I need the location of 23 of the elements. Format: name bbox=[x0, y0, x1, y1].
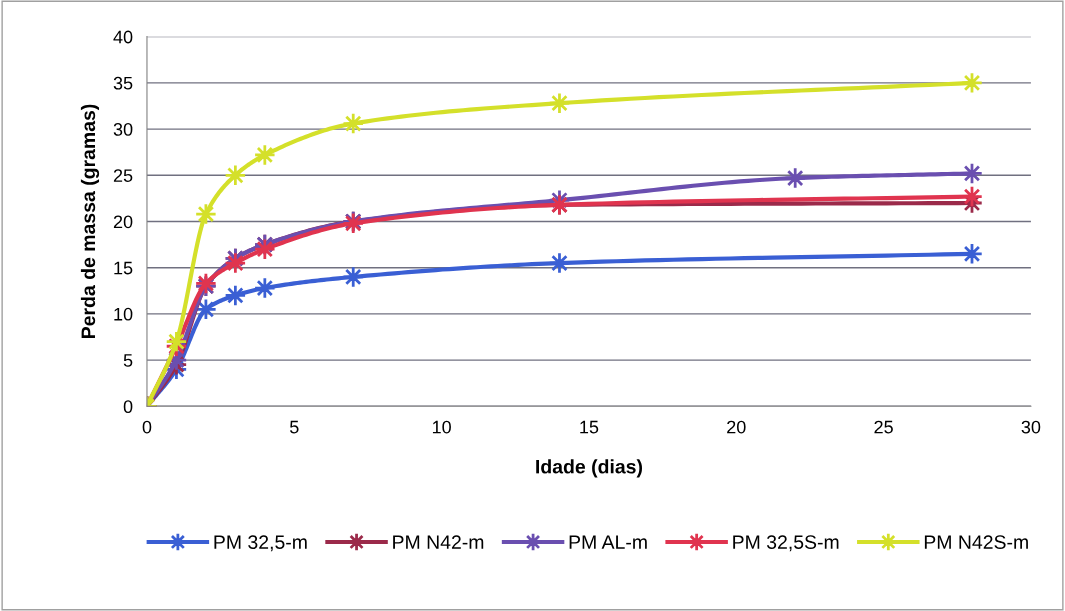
legend-label: PM N42S-m bbox=[924, 535, 1028, 549]
y-tick-label: 0 bbox=[123, 400, 133, 414]
y-tick-label: 30 bbox=[113, 123, 133, 136]
y-tick-label: 5 bbox=[123, 354, 133, 367]
legend-label: PM AL-m bbox=[569, 535, 647, 549]
x-tick-label: 25 bbox=[874, 420, 893, 434]
x-tick-label: 30 bbox=[1021, 420, 1041, 434]
x-tick-label: 15 bbox=[580, 420, 599, 434]
x-tick-label: 10 bbox=[432, 420, 451, 434]
y-tick-label: 20 bbox=[113, 215, 133, 229]
legend-label: PM 32,5-m bbox=[214, 535, 307, 552]
y-tick-label: 40 bbox=[113, 30, 133, 44]
legend-label: PM 32,5S-m bbox=[733, 535, 839, 552]
x-tick-label: 0 bbox=[142, 420, 152, 434]
y-tick-label: 15 bbox=[114, 261, 133, 275]
y-tick-label: 35 bbox=[113, 76, 133, 90]
x-axis-title: Idade (dias) bbox=[536, 459, 643, 478]
y-axis-title: Perda de massa (gramas) bbox=[80, 104, 100, 338]
y-tick-label: 10 bbox=[114, 307, 133, 321]
y-tick-label: 25 bbox=[113, 169, 133, 182]
legend-label: PM N42-m bbox=[393, 535, 484, 549]
x-tick-label: 5 bbox=[290, 420, 299, 434]
x-tick-label: 20 bbox=[727, 420, 746, 434]
